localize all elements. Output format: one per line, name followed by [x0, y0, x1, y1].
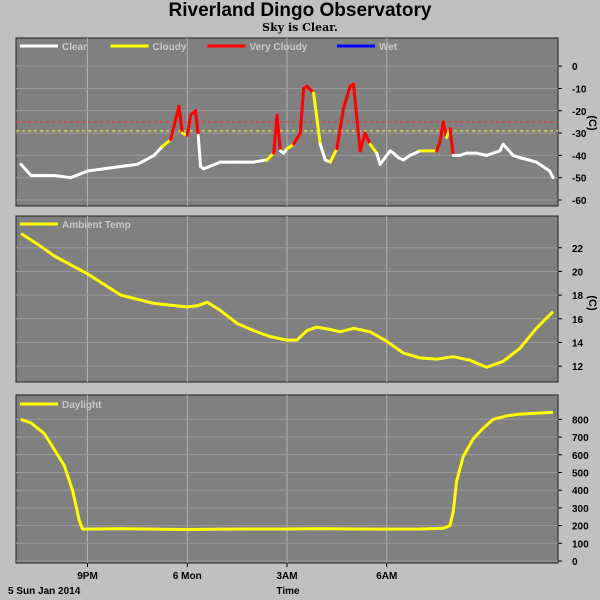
sky-temp-segment — [435, 140, 442, 153]
y-tick-label: 16 — [572, 315, 584, 326]
y-tick-label: 500 — [572, 468, 589, 479]
sky-temp-segment — [69, 169, 89, 180]
y-tick-label: -10 — [572, 84, 587, 95]
sky-temp-segment — [19, 162, 33, 177]
y-tick-label: 20 — [572, 267, 584, 278]
x-axis-label: Time — [276, 586, 300, 597]
sky-temp-segment — [342, 84, 352, 111]
legend-label: Cloudy — [153, 42, 187, 53]
y-tick-label: -40 — [572, 151, 587, 162]
sky-temp-segment — [52, 173, 73, 180]
series-layer — [19, 82, 555, 531]
y-tick-label: -20 — [572, 107, 587, 118]
sky-temp-segment — [312, 91, 322, 146]
sky-temp-segment — [160, 138, 173, 148]
y-tick-label: 0 — [572, 62, 578, 73]
y-axis-label: (C) — [586, 115, 598, 131]
sky-temp-segment — [534, 160, 552, 173]
chart-subtitle: Sky is Clear. — [262, 21, 338, 34]
y-tick-label: 800 — [572, 415, 589, 426]
chart-title: Riverland Dingo Observatory — [168, 0, 432, 21]
y-tick-label: 0 — [572, 557, 578, 568]
daylight-line — [20, 410, 554, 531]
sky-temp-segment — [177, 104, 184, 135]
sky-temp-segment — [548, 169, 555, 180]
x-tick-label: 3AM — [276, 571, 297, 582]
sky-temp-segment — [363, 131, 372, 146]
ambient-temperature-line — [20, 232, 555, 369]
footer-date-label: 5 Sun Jan 2014 — [8, 586, 81, 597]
sky-temp-segment — [292, 131, 302, 146]
x-tick-label: 6AM — [376, 571, 397, 582]
y-tick-label: -30 — [572, 129, 587, 140]
grid-layer — [16, 38, 558, 563]
sky-temp-segment — [518, 156, 538, 164]
x-tick-label: 9PM — [77, 571, 98, 582]
sky-temp-segment — [185, 113, 193, 137]
sky-temp-segment — [485, 149, 502, 157]
sky-temp-segment — [252, 158, 269, 164]
y-tick-label: 700 — [572, 433, 589, 444]
x-tick-label: 6 Mon — [173, 571, 202, 582]
sky-temp-segment — [368, 142, 379, 155]
sky-temp-segment — [358, 131, 367, 153]
sky-temp-segment — [202, 160, 222, 171]
legend-layer: Clear Cloudy Very Cloudy Wet Ambient Temp Day… — [20, 42, 398, 411]
y-tick-label: 200 — [572, 522, 589, 533]
sky-temp-segment — [328, 147, 339, 164]
sky-temp-segment — [275, 113, 282, 153]
y-tick-label: -60 — [572, 196, 587, 207]
sky-temp-segment — [135, 153, 156, 166]
sky-temp-segment — [298, 86, 306, 135]
sky-temp-segment — [102, 165, 123, 171]
y-tick-label: 400 — [572, 486, 589, 497]
sky-temp-segment — [375, 151, 382, 166]
legend-label: Ambient Temp — [62, 220, 131, 231]
sky-temp-segment — [408, 149, 422, 157]
sky-temp-segment — [194, 109, 200, 137]
sky-temp-segment — [196, 133, 203, 169]
sky-temp-segment — [152, 144, 164, 157]
sky-temp-segment — [305, 84, 316, 95]
sky-temp-segment — [318, 142, 327, 162]
y-axis-label: (C) — [586, 295, 598, 311]
sky-temp-segment — [448, 127, 455, 157]
y-tick-label: -50 — [572, 174, 587, 185]
legend-label: Clear — [62, 42, 87, 53]
sky-temp-segment — [119, 162, 139, 169]
legend-label: Wet — [379, 42, 398, 53]
y-tick-label: 12 — [572, 362, 584, 373]
sky-temp-segment — [475, 151, 488, 157]
legend-label: Very Cloudy — [250, 42, 308, 53]
y-tick-label: 600 — [572, 451, 589, 462]
y-tick-label: 100 — [572, 539, 589, 550]
axis-layer: 0 -10 -20 -30 -40 -50 -60 (C) 12 14 16 18 20 22 (C) 0 10… — [77, 62, 598, 582]
y-tick-label: 14 — [572, 338, 584, 349]
y-tick-label: 300 — [572, 504, 589, 515]
sky-temp-segment — [169, 118, 178, 142]
sky-temp-segment — [355, 115, 362, 153]
sky-temp-segment — [86, 167, 106, 173]
sky-temp-segment — [265, 151, 276, 162]
sky-temp-segment — [352, 82, 359, 119]
legend-label: Daylight — [62, 400, 102, 411]
sky-temp-segment — [501, 142, 515, 157]
y-tick-label: 22 — [572, 244, 584, 255]
y-tick-label: 18 — [572, 291, 584, 302]
sky-temp-segment — [335, 107, 346, 151]
